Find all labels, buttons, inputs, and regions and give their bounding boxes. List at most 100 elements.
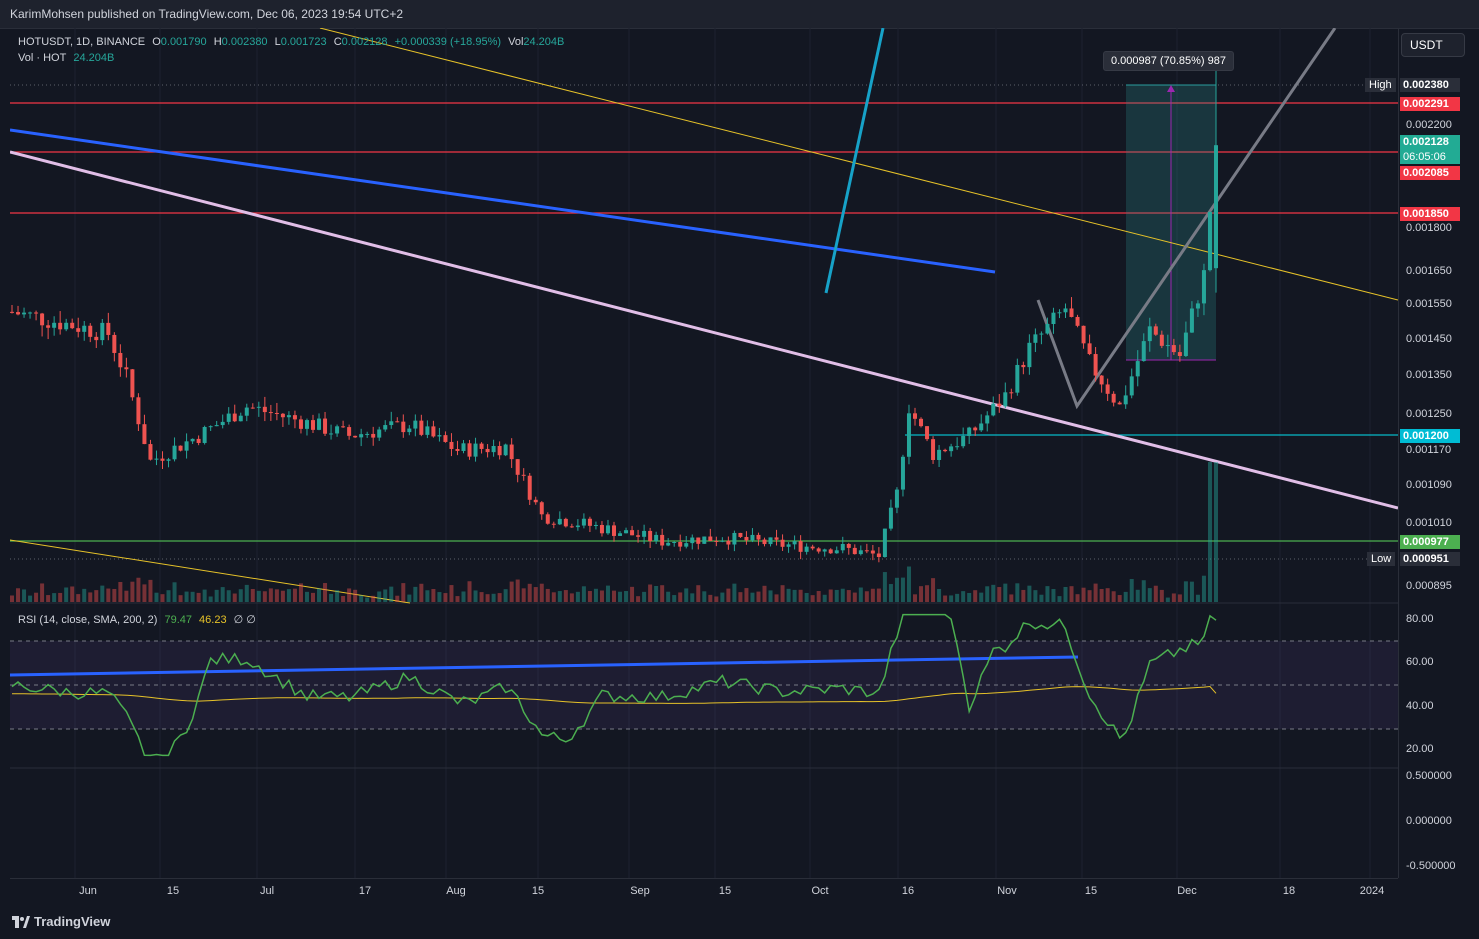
candle-body[interactable] [94, 336, 99, 341]
candle-body[interactable] [455, 448, 460, 451]
candle-body[interactable] [347, 427, 352, 436]
candle-body[interactable] [744, 536, 749, 541]
candle-body[interactable] [702, 536, 707, 544]
candle-body[interactable] [786, 544, 791, 547]
candle-body[interactable] [605, 525, 610, 534]
candle-body[interactable] [1057, 312, 1062, 314]
candle-body[interactable] [419, 420, 424, 435]
candle-body[interactable] [551, 523, 556, 525]
candle-body[interactable] [178, 445, 183, 451]
candle-body[interactable] [40, 313, 45, 326]
candle-body[interactable] [106, 322, 111, 335]
candle-body[interactable] [774, 537, 779, 540]
candle-body[interactable] [437, 435, 442, 437]
candle-body[interactable] [82, 325, 87, 332]
candle-body[interactable] [22, 312, 27, 315]
candle-body[interactable] [491, 445, 496, 453]
candle-body[interactable] [1051, 312, 1056, 325]
candle-body[interactable] [828, 549, 833, 554]
candle-body[interactable] [238, 415, 243, 422]
candle-body[interactable] [479, 443, 484, 449]
candle-body[interactable] [286, 415, 291, 418]
candle-body[interactable] [268, 412, 273, 414]
candle-body[interactable] [533, 499, 538, 503]
candle-body[interactable] [888, 507, 893, 529]
candle-body[interactable] [575, 525, 580, 528]
candle-body[interactable] [335, 426, 340, 434]
candle-body[interactable] [840, 543, 845, 551]
candle-body[interactable] [76, 328, 81, 332]
candle-body[interactable] [509, 444, 514, 460]
candle-body[interactable] [1153, 326, 1158, 335]
candle-body[interactable] [1111, 393, 1116, 403]
candle-body[interactable] [395, 421, 400, 423]
candle-body[interactable] [413, 420, 418, 429]
candle-body[interactable] [58, 322, 63, 330]
cyan-steep-line[interactable] [824, 28, 885, 294]
candle-body[interactable] [1105, 384, 1110, 394]
candle-body[interactable] [1015, 364, 1020, 393]
candle-body[interactable] [864, 550, 869, 552]
candle-body[interactable] [961, 435, 966, 447]
price-axis[interactable] [1398, 28, 1479, 878]
candle-body[interactable] [870, 550, 875, 554]
candle-body[interactable] [587, 518, 592, 526]
candle-body[interactable] [906, 413, 911, 457]
candle-body[interactable] [1214, 145, 1218, 269]
candle-body[interactable] [925, 426, 930, 440]
candle-body[interactable] [166, 459, 171, 461]
candle-body[interactable] [937, 449, 942, 460]
candle-body[interactable] [497, 445, 502, 456]
candle-body[interactable] [654, 534, 659, 542]
candle-body[interactable] [648, 530, 653, 542]
candle-body[interactable] [1177, 352, 1182, 356]
candle-body[interactable] [202, 426, 207, 443]
candle-body[interactable] [130, 369, 135, 398]
candles[interactable] [10, 53, 1218, 563]
candle-body[interactable] [1165, 345, 1170, 347]
candle-body[interactable] [1171, 345, 1176, 353]
candle-body[interactable] [136, 397, 141, 425]
candle-body[interactable] [317, 418, 322, 430]
candle-body[interactable] [88, 325, 93, 337]
candle-body[interactable] [593, 524, 598, 526]
candle-body[interactable] [696, 537, 701, 544]
candle-body[interactable] [991, 403, 996, 416]
candle-body[interactable] [124, 367, 129, 370]
candle-body[interactable] [401, 421, 406, 433]
candle-body[interactable] [280, 413, 285, 418]
candle-body[interactable] [190, 438, 195, 442]
candle-body[interactable] [612, 525, 616, 536]
candle-body[interactable] [1099, 375, 1104, 385]
candle-body[interactable] [1135, 361, 1140, 377]
symbol-label[interactable]: HOTUSDT, 1D, BINANCE [18, 36, 146, 48]
candle-body[interactable] [323, 418, 328, 434]
candle-body[interactable] [250, 407, 255, 409]
candle-body[interactable] [371, 433, 376, 438]
candle-body[interactable] [46, 325, 51, 328]
rsi-blue-trendline[interactable] [10, 655, 1079, 677]
candle-body[interactable] [979, 423, 984, 431]
candle-body[interactable] [407, 428, 412, 433]
candle-body[interactable] [792, 541, 797, 545]
candle-body[interactable] [768, 537, 773, 545]
candle-body[interactable] [208, 426, 213, 428]
candle-body[interactable] [672, 541, 677, 543]
candle-body[interactable] [353, 435, 358, 438]
time-axis[interactable]: Jun 15 Jul 17 Aug 15 Sep 15 Oct 16 Nov 1… [10, 878, 1398, 905]
candle-body[interactable] [1021, 364, 1026, 368]
candle-body[interactable] [913, 413, 917, 419]
candle-body[interactable] [365, 433, 370, 435]
candle-body[interactable] [1081, 325, 1086, 344]
candle-body[interactable] [1009, 392, 1014, 394]
candle-body[interactable] [467, 443, 472, 457]
candle-body[interactable] [943, 449, 948, 452]
candle-body[interactable] [666, 542, 671, 546]
candle-body[interactable] [1117, 402, 1122, 405]
candle-body[interactable] [599, 524, 604, 534]
candle-body[interactable] [172, 445, 177, 460]
candle-body[interactable] [804, 546, 809, 552]
candle-body[interactable] [985, 415, 990, 424]
candle-body[interactable] [690, 537, 695, 544]
candle-body[interactable] [642, 530, 647, 537]
